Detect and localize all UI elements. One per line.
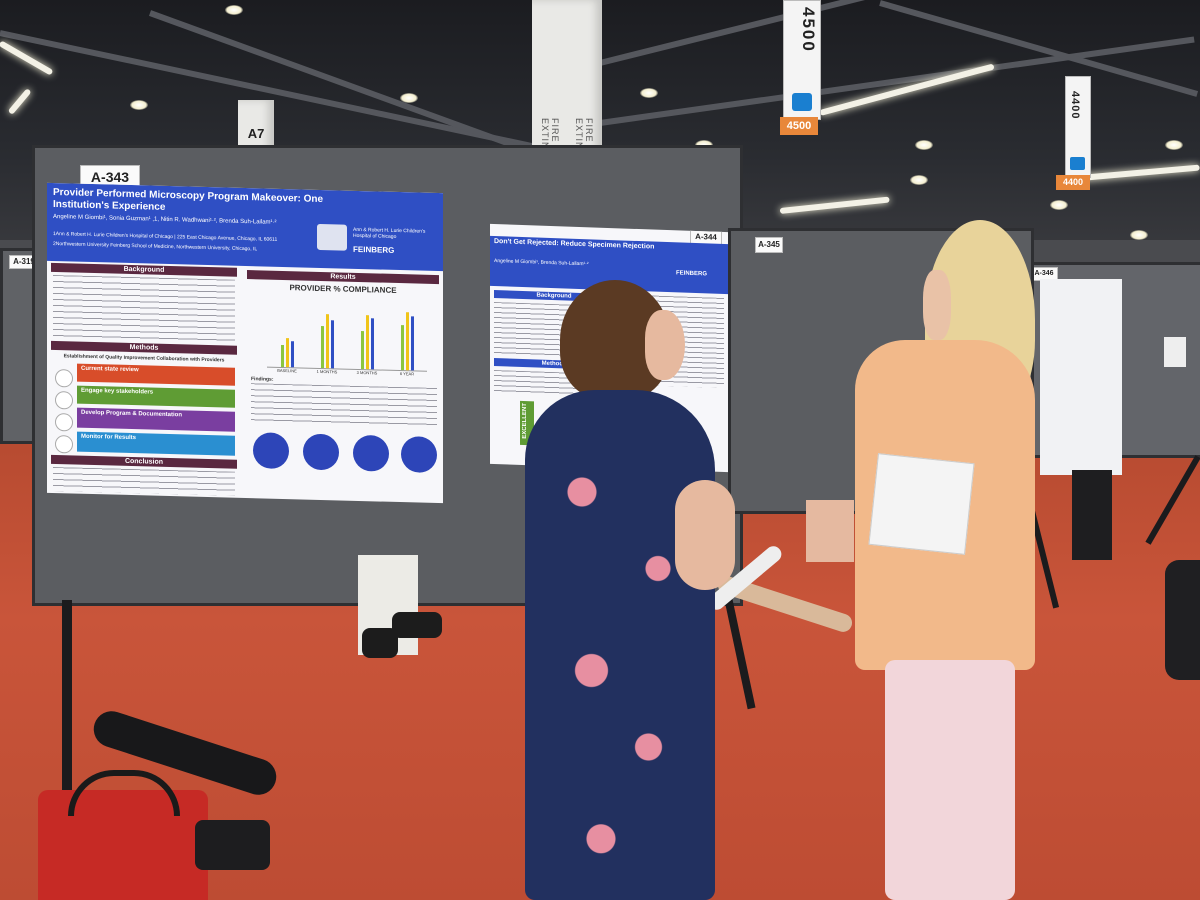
ceiling-light: [1165, 140, 1183, 150]
chart-bar: [406, 312, 409, 371]
method-step-label: Develop Program & Documentation: [81, 409, 183, 419]
chart-tick-label: 1 MONTHS: [316, 368, 338, 375]
ceiling-light: [130, 100, 148, 110]
notebook: [868, 453, 975, 555]
poster-board-a346: A-346: [1025, 262, 1200, 475]
background-text: [53, 274, 235, 342]
background-person-legs: [1072, 470, 1112, 560]
shoe: [392, 612, 442, 638]
booth-number-badge: 4400: [1056, 175, 1090, 190]
chart-title: PROVIDER % COMPLIANCE: [289, 283, 397, 295]
step-circle: [55, 435, 73, 454]
conclusion-text: [53, 466, 235, 496]
booth-number-badge: 4500: [780, 117, 818, 135]
chart-bar: [361, 330, 364, 370]
brand-logo-icon: [1070, 157, 1085, 170]
ceiling-light: [1130, 230, 1148, 240]
chart-bar: [321, 326, 324, 369]
black-bag: [195, 820, 270, 870]
background-person: [1165, 560, 1200, 680]
step-circle: [55, 413, 73, 432]
school-logo: FEINBERG: [676, 270, 708, 278]
result-circle: [401, 436, 437, 474]
chart-bar: [326, 313, 329, 369]
chart-bar: [366, 314, 369, 370]
chart-tick-label: 3 MONTHS: [356, 369, 378, 376]
attendee-peach-blazer: [845, 220, 1055, 900]
poster-title: Don't Get Rejected: Reduce Specimen Reje…: [494, 237, 655, 251]
chart-tick-label: 6 YEAR: [399, 371, 415, 377]
method-step-1: Current state review: [77, 363, 235, 386]
chart-bar: [286, 338, 289, 368]
ceiling-beam: [599, 36, 1195, 126]
chart-tick-label: BASELINE: [277, 367, 297, 374]
school-logo: FEINBERG: [353, 244, 395, 255]
step-circle: [55, 369, 73, 388]
poster-main: Provider Performed Microscopy Program Ma…: [47, 182, 443, 504]
compliance-chart: BASELINE 1 MONTHS 3 MONTHS 6 YEAR: [267, 296, 427, 376]
chart-bar: [331, 320, 334, 369]
attendee-floral-dress: [480, 280, 750, 900]
arm: [675, 480, 735, 590]
findings-text: [251, 383, 437, 429]
red-bag: [38, 770, 208, 900]
light-tube: [7, 88, 32, 115]
method-step-2: Engage key stakeholders: [77, 385, 235, 408]
method-step-label: Current state review: [81, 365, 139, 374]
floral-dress: [525, 390, 715, 900]
light-tube: [1079, 164, 1200, 181]
aisle-number: 4500: [799, 7, 818, 53]
chart-bar: [411, 315, 414, 371]
poster-header: Provider Performed Microscopy Program Ma…: [47, 182, 443, 272]
aisle-number: 4400: [1069, 91, 1081, 120]
pink-pants: [885, 660, 1015, 900]
ceiling-light: [915, 140, 933, 150]
chart-bar: [401, 325, 404, 371]
result-circle: [253, 432, 289, 470]
method-step-label: Monitor for Results: [81, 433, 136, 442]
board-label: A-345: [755, 237, 783, 253]
face: [923, 270, 951, 340]
aisle-sign-4500: 4500: [783, 0, 821, 120]
poster-authors: Angeline M Giombi¹, Brenda Suh-Lailam¹·²: [494, 257, 589, 268]
face: [645, 310, 685, 380]
poster-note: [1164, 337, 1186, 367]
board-leg: [62, 600, 72, 790]
light-tube: [779, 196, 890, 214]
brand-logo-icon: [792, 93, 812, 111]
method-step-4: Monitor for Results: [77, 431, 235, 456]
chart-bar: [371, 318, 374, 370]
poster-far-right: [1040, 279, 1122, 475]
result-circle: [353, 434, 389, 472]
chart-bar: [291, 341, 294, 368]
ceiling-light: [1050, 200, 1068, 210]
method-step-3: Develop Program & Documentation: [77, 407, 235, 432]
ceiling-light: [640, 88, 658, 98]
hospital-logo: Ann & Robert H. Lurie Children's Hospita…: [353, 226, 426, 240]
chart-bar: [281, 344, 284, 368]
methods-subtitle: Establishment of Quality Improvement Col…: [63, 353, 225, 364]
pillar-label: A7: [247, 126, 265, 141]
step-circle: [55, 391, 73, 410]
method-step-label: Engage key stakeholders: [81, 387, 154, 396]
result-circle: [303, 433, 339, 471]
aisle-sign-4400: 4400: [1065, 76, 1091, 178]
background-person-legs: [806, 500, 854, 562]
microscope-icon: [317, 223, 347, 251]
ceiling-light: [400, 93, 418, 103]
ceiling-light: [225, 5, 243, 15]
ceiling-light: [910, 175, 928, 185]
